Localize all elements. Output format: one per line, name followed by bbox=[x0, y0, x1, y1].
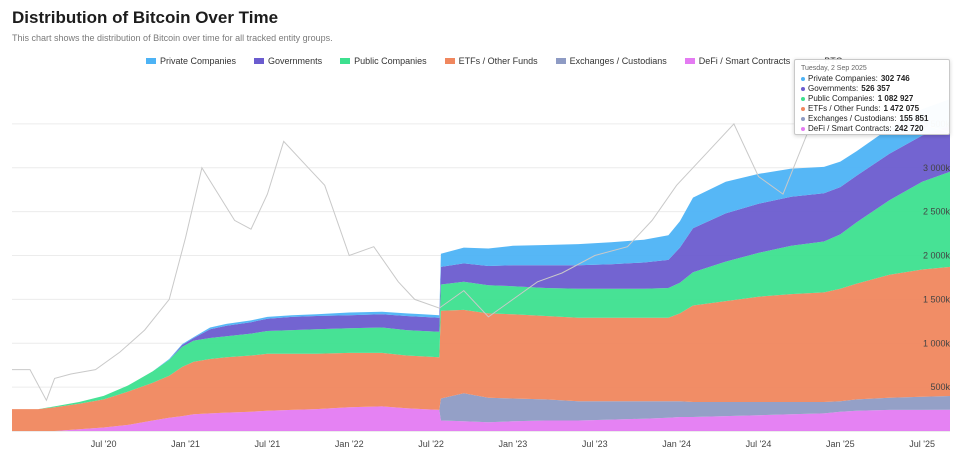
tooltip-date: Tuesday, 2 Sep 2025 bbox=[801, 65, 867, 72]
legend-label: Private Companies bbox=[160, 56, 237, 66]
tooltip-label: Public Companies: bbox=[808, 94, 875, 103]
x-tick-label: Jul '25 bbox=[909, 439, 935, 449]
tooltip-row: Exchanges / Custodians: 155 851 bbox=[801, 114, 943, 124]
y-tick-label: 3 000k bbox=[923, 163, 951, 173]
tooltip-row: ETFs / Other Funds: 1 472 075 bbox=[801, 104, 943, 114]
legend-label: ETFs / Other Funds bbox=[458, 56, 538, 66]
tooltip-dot bbox=[801, 77, 805, 81]
tooltip-row: Private Companies: 302 746 bbox=[801, 74, 943, 84]
y-tick-label: 2 000k bbox=[923, 251, 951, 261]
chart-subtitle: This chart shows the distribution of Bit… bbox=[12, 33, 333, 43]
legend-label: Governments bbox=[268, 56, 323, 66]
tooltip-value: 302 746 bbox=[880, 74, 910, 83]
tooltip-row: Governments: 526 357 bbox=[801, 84, 943, 94]
area-defi-smart-contracts bbox=[12, 406, 950, 431]
area-public-companies bbox=[12, 171, 950, 410]
area-private-companies bbox=[12, 99, 950, 410]
legend-item-governments[interactable]: Governments bbox=[254, 56, 322, 66]
btc-price-line bbox=[12, 79, 951, 402]
hover-tooltip: Tuesday, 2 Sep 2025 Private Companies: 30… bbox=[794, 59, 950, 135]
tooltip-label: Exchanges / Custodians: bbox=[808, 114, 897, 123]
legend-item-etfs[interactable]: ETFs / Other Funds bbox=[444, 56, 538, 66]
tooltip-label: ETFs / Other Funds: bbox=[808, 104, 881, 113]
legend-label: Exchanges / Custodians bbox=[569, 56, 667, 66]
x-tick-label: Jul '21 bbox=[255, 439, 281, 449]
x-tick-label: Jan '22 bbox=[335, 439, 364, 449]
legend-item-public-companies[interactable]: Public Companies bbox=[340, 56, 427, 66]
x-tick-label: Jul '24 bbox=[746, 439, 772, 449]
legend-item-defi[interactable]: DeFi / Smart Contracts bbox=[684, 56, 791, 66]
legend-swatch bbox=[444, 58, 455, 64]
area-governments bbox=[12, 125, 950, 410]
x-tick-label: Jan '25 bbox=[826, 439, 855, 449]
legend-item-exchanges[interactable]: Exchanges / Custodians bbox=[555, 56, 667, 66]
tooltip-label: Private Companies: bbox=[808, 74, 878, 83]
x-tick-label: Jan '21 bbox=[171, 439, 200, 449]
y-tick-label: 500k bbox=[930, 382, 950, 392]
tooltip-value: 1 082 927 bbox=[877, 94, 914, 103]
tooltip-dot bbox=[801, 107, 805, 111]
legend-label: DeFi / Smart Contracts bbox=[698, 56, 791, 66]
x-tick-label: Jan '23 bbox=[499, 439, 528, 449]
x-tick-label: Jul '22 bbox=[418, 439, 444, 449]
btc-line bbox=[12, 79, 951, 402]
tooltip-dot bbox=[801, 117, 805, 121]
tooltip-value: 155 851 bbox=[899, 114, 929, 123]
tooltip-label: Governments: bbox=[808, 84, 859, 93]
legend-swatch bbox=[684, 58, 695, 64]
x-tick-label: Jul '23 bbox=[582, 439, 608, 449]
x-axis: Jul '20 Jan '21 Jul '21 Jan '22 Jul '22 Jan '… bbox=[91, 439, 935, 449]
area-etfs-other-funds bbox=[12, 266, 950, 431]
x-tick-label: Jul '20 bbox=[91, 439, 117, 449]
legend-item-private-companies[interactable]: Private Companies bbox=[146, 56, 236, 66]
tooltip-value: 526 357 bbox=[861, 84, 891, 93]
y-tick-label: 1 500k bbox=[923, 294, 951, 304]
stacked-areas bbox=[12, 99, 950, 431]
tooltip-dot bbox=[801, 97, 805, 101]
tooltip-label: DeFi / Smart Contracts: bbox=[808, 124, 892, 133]
legend-swatch bbox=[340, 58, 351, 64]
tooltip-value: 242 720 bbox=[894, 124, 924, 133]
y-tick-label: 1 000k bbox=[923, 338, 951, 348]
legend-label: Public Companies bbox=[354, 56, 427, 66]
tooltip-dot bbox=[801, 87, 805, 91]
chart-title: Distribution of Bitcoin Over Time bbox=[12, 8, 279, 27]
tooltip-value: 1 472 075 bbox=[883, 104, 920, 113]
tooltip-dot bbox=[801, 127, 805, 131]
legend-swatch bbox=[146, 58, 156, 64]
y-tick-label: 2 500k bbox=[923, 207, 951, 217]
tooltip-row: Public Companies: 1 082 927 bbox=[801, 94, 943, 104]
x-tick-label: Jan '24 bbox=[662, 439, 691, 449]
area-exchanges-custodians bbox=[12, 393, 950, 431]
legend-swatch bbox=[254, 58, 265, 64]
legend-swatch bbox=[555, 58, 566, 64]
tooltip-row: DeFi / Smart Contracts: 242 720 bbox=[801, 124, 943, 134]
